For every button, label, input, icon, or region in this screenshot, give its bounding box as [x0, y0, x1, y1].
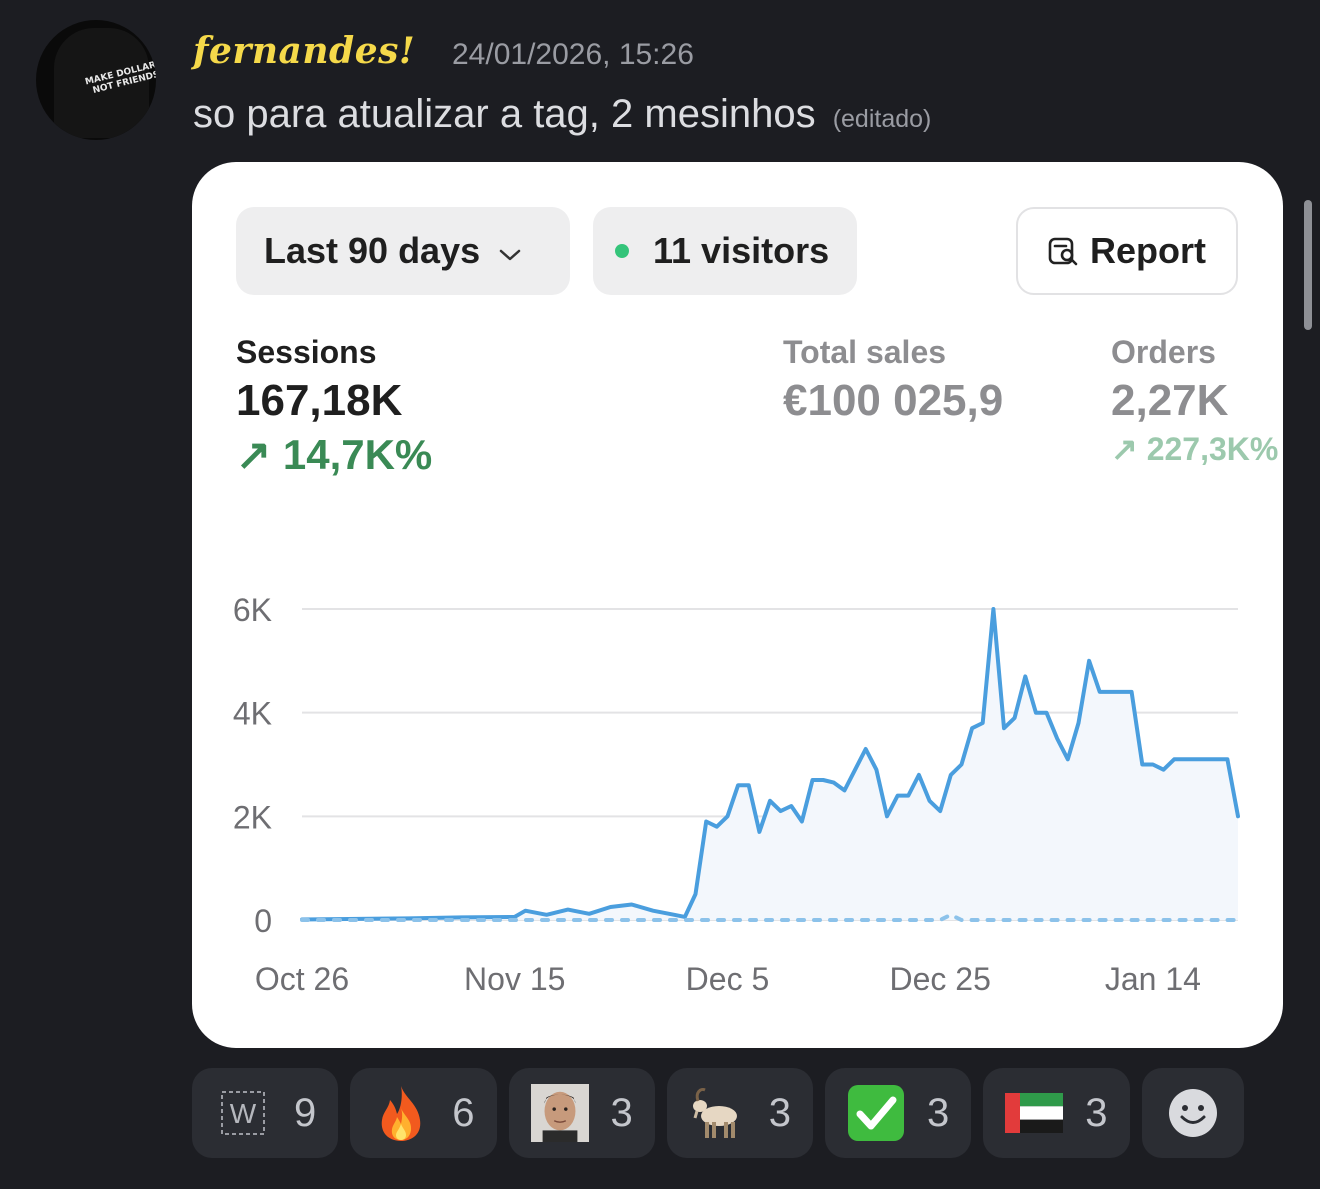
reaction-count: 6	[452, 1090, 475, 1135]
date-range-label: Last 90 days	[264, 230, 481, 271]
reaction-w[interactable]: W 9	[192, 1068, 339, 1158]
add-reaction-icon	[1168, 1089, 1217, 1137]
uae-flag-icon	[1005, 1084, 1064, 1142]
y-tick-label: 6K	[233, 592, 272, 628]
reaction-face[interactable]: 3	[508, 1068, 655, 1158]
reaction-count: 9	[294, 1090, 317, 1135]
y-tick-label: 4K	[233, 696, 272, 732]
chevron-down-icon	[498, 230, 522, 272]
x-tick-label: Dec 5	[686, 961, 770, 997]
report-button[interactable]: Report	[1016, 207, 1238, 295]
series-line-sessions	[300, 607, 1240, 922]
reaction-goat[interactable]: 3	[666, 1068, 813, 1158]
sessions-line-chart: 6K 4K 2K 0 Oct 26 Nov 15 Dec 5 Dec 25 Jan 14	[233, 592, 1240, 997]
reaction-count: 3	[610, 1090, 633, 1135]
reaction-count: 3	[768, 1090, 791, 1135]
attached-screenshot[interactable]: Last 90 days 11 visitors Report Sessions…	[192, 162, 1283, 1048]
x-tick-label: Oct 26	[255, 961, 349, 997]
metric-change: ↗ 227,3K%	[1111, 431, 1279, 467]
message-body: so para atualizar a tag, 2 mesinhos	[193, 92, 816, 136]
date-range-selector[interactable]: Last 90 days	[236, 207, 570, 295]
metric-value: €100 025,9	[783, 376, 1004, 425]
goat-icon	[689, 1084, 747, 1142]
reaction-check[interactable]: 3	[825, 1068, 972, 1158]
message-timestamp: 24/01/2026, 15:26	[452, 38, 694, 71]
avatar[interactable]: MAKE DOLLARS NOT FRIENDS	[36, 20, 156, 140]
series-area	[302, 609, 1238, 920]
add-reaction-button[interactable]	[1141, 1068, 1244, 1158]
edited-label: (editado)	[832, 105, 932, 133]
scrollbar[interactable]	[1304, 200, 1312, 330]
avatar-hoodie	[54, 28, 149, 138]
reactions-bar: W 9 6 3 3 3 3	[192, 1068, 1244, 1158]
visitors-label: 11 visitors	[653, 230, 830, 271]
metric-value: 167,18K	[236, 376, 403, 425]
live-visitors-badge[interactable]: 11 visitors	[593, 207, 857, 295]
svg-text:W: W	[230, 1098, 257, 1129]
y-tick-label: 2K	[233, 799, 272, 835]
metric-change: ↗ 14,7K%	[236, 431, 433, 478]
reaction-fire[interactable]: 6	[350, 1068, 497, 1158]
live-dot-icon	[615, 244, 629, 258]
x-tick-label: Nov 15	[464, 961, 565, 997]
y-tick-label: 0	[254, 903, 272, 939]
x-tick-label: Jan 14	[1105, 961, 1201, 997]
x-tick-label: Dec 25	[889, 961, 990, 997]
series-line-comparison	[300, 912, 1240, 922]
metric-label: Total sales	[783, 334, 947, 370]
reaction-flag[interactable]: 3	[983, 1068, 1130, 1158]
w-box-icon: W	[214, 1084, 272, 1142]
author-name[interactable]: fernandes!	[193, 30, 416, 72]
report-label: Report	[1090, 230, 1206, 271]
reaction-count: 3	[927, 1090, 950, 1135]
check-mark-icon	[847, 1084, 905, 1142]
message-text: so para atualizar a tag, 2 mesinhos (edi…	[193, 92, 931, 137]
report-search-icon	[1048, 237, 1078, 266]
face-photo-icon	[530, 1084, 589, 1142]
reaction-count: 3	[1085, 1090, 1108, 1135]
metric-label: Sessions	[236, 334, 377, 370]
metric-label: Orders	[1111, 334, 1216, 370]
fire-icon	[372, 1084, 430, 1142]
metric-value: 2,27K	[1111, 376, 1229, 425]
